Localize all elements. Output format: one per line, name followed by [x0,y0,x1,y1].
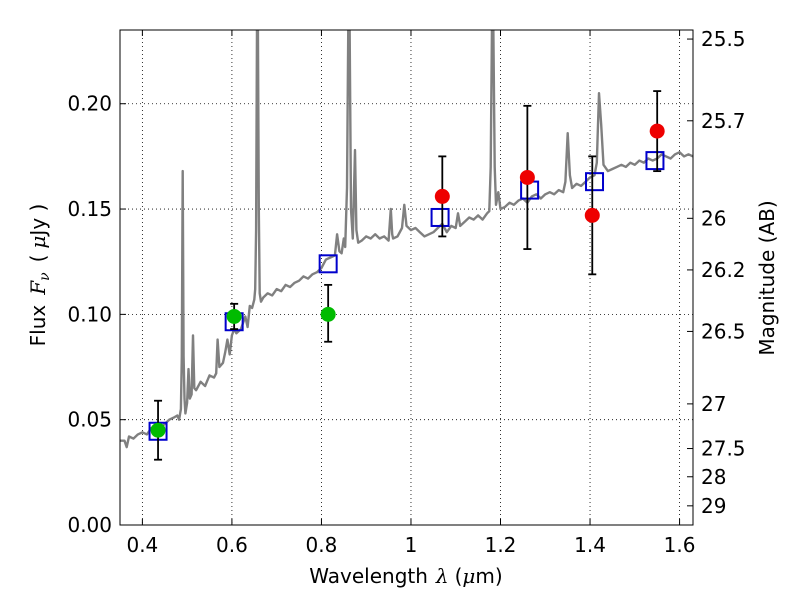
y2-tick-label: 25.5 [701,27,746,51]
observed-point [584,207,600,223]
x-axis-label-symbol: λ [435,564,449,588]
x-axis-label-unit-open: ( [455,564,463,588]
y2-tick-label: 26 [701,206,726,230]
model-point-square [318,254,338,274]
y2-tick-label: 29 [701,494,726,518]
y2-tick-label: 26.2 [701,258,746,282]
x-tick-label: 0.6 [216,533,248,557]
x-tick-label: 1 [405,533,418,557]
y-tick-label: 0.00 [67,513,112,537]
x-tick-label: 1.4 [574,533,606,557]
observed-point [519,169,535,185]
axis-ticks: 0.4 0.6 0.8 1 1.2 1.4 1.6 0.00 0.05 0.10 0.15 0.20 2… [67,27,745,557]
x-axis-label-unit-mu: μ [462,564,475,588]
y2-tick-label: 25.7 [701,109,746,133]
x-tick-label: 0.4 [126,533,158,557]
model-point-square [585,172,605,192]
observed-point [320,306,336,322]
y2-tick-label: 28 [701,465,726,489]
grid [120,30,693,525]
x-axis-label-text: Wavelength [309,564,428,588]
y-axis-label: Flux Fν ( μJy ) [26,204,53,347]
x-tick-label: 1.6 [664,533,696,557]
y-axis-label-sub: ν [37,272,53,281]
y-tick-label: 0.10 [67,302,112,326]
plot-frame [119,29,694,526]
y-tick-label: 0.20 [67,92,112,116]
y-axis-label-text: Flux [26,305,50,347]
x-tick-label: 0.8 [306,533,338,557]
y-axis-label-unit-open: ( [26,255,50,263]
y-tick-label: 0.15 [67,197,112,221]
y2-axis-label: Magnitude (AB) [755,200,779,355]
spectrum-line [120,30,693,449]
observed-point [649,123,665,139]
y2-tick-label: 26.5 [701,319,746,343]
model-point-square [430,207,450,227]
x-tick-label: 1.2 [485,533,517,557]
y-axis-label-unit-mu: μ [26,236,50,249]
plot-area [120,30,693,461]
model-point-square [645,151,665,171]
observed-point [434,188,450,204]
observed-point [150,422,166,438]
x-axis-label-unit-rest: m) [475,564,502,588]
y-tick-label: 0.05 [67,408,112,432]
y-axis-label-symbol: F [26,280,50,296]
y-axis-label-unit-rest: Jy ) [26,204,50,238]
y2-tick-label: 27.5 [701,437,746,461]
observed-point [226,308,242,324]
y2-tick-label: 27 [701,392,726,416]
x-axis-label: Wavelength λ (μm) [309,564,502,588]
